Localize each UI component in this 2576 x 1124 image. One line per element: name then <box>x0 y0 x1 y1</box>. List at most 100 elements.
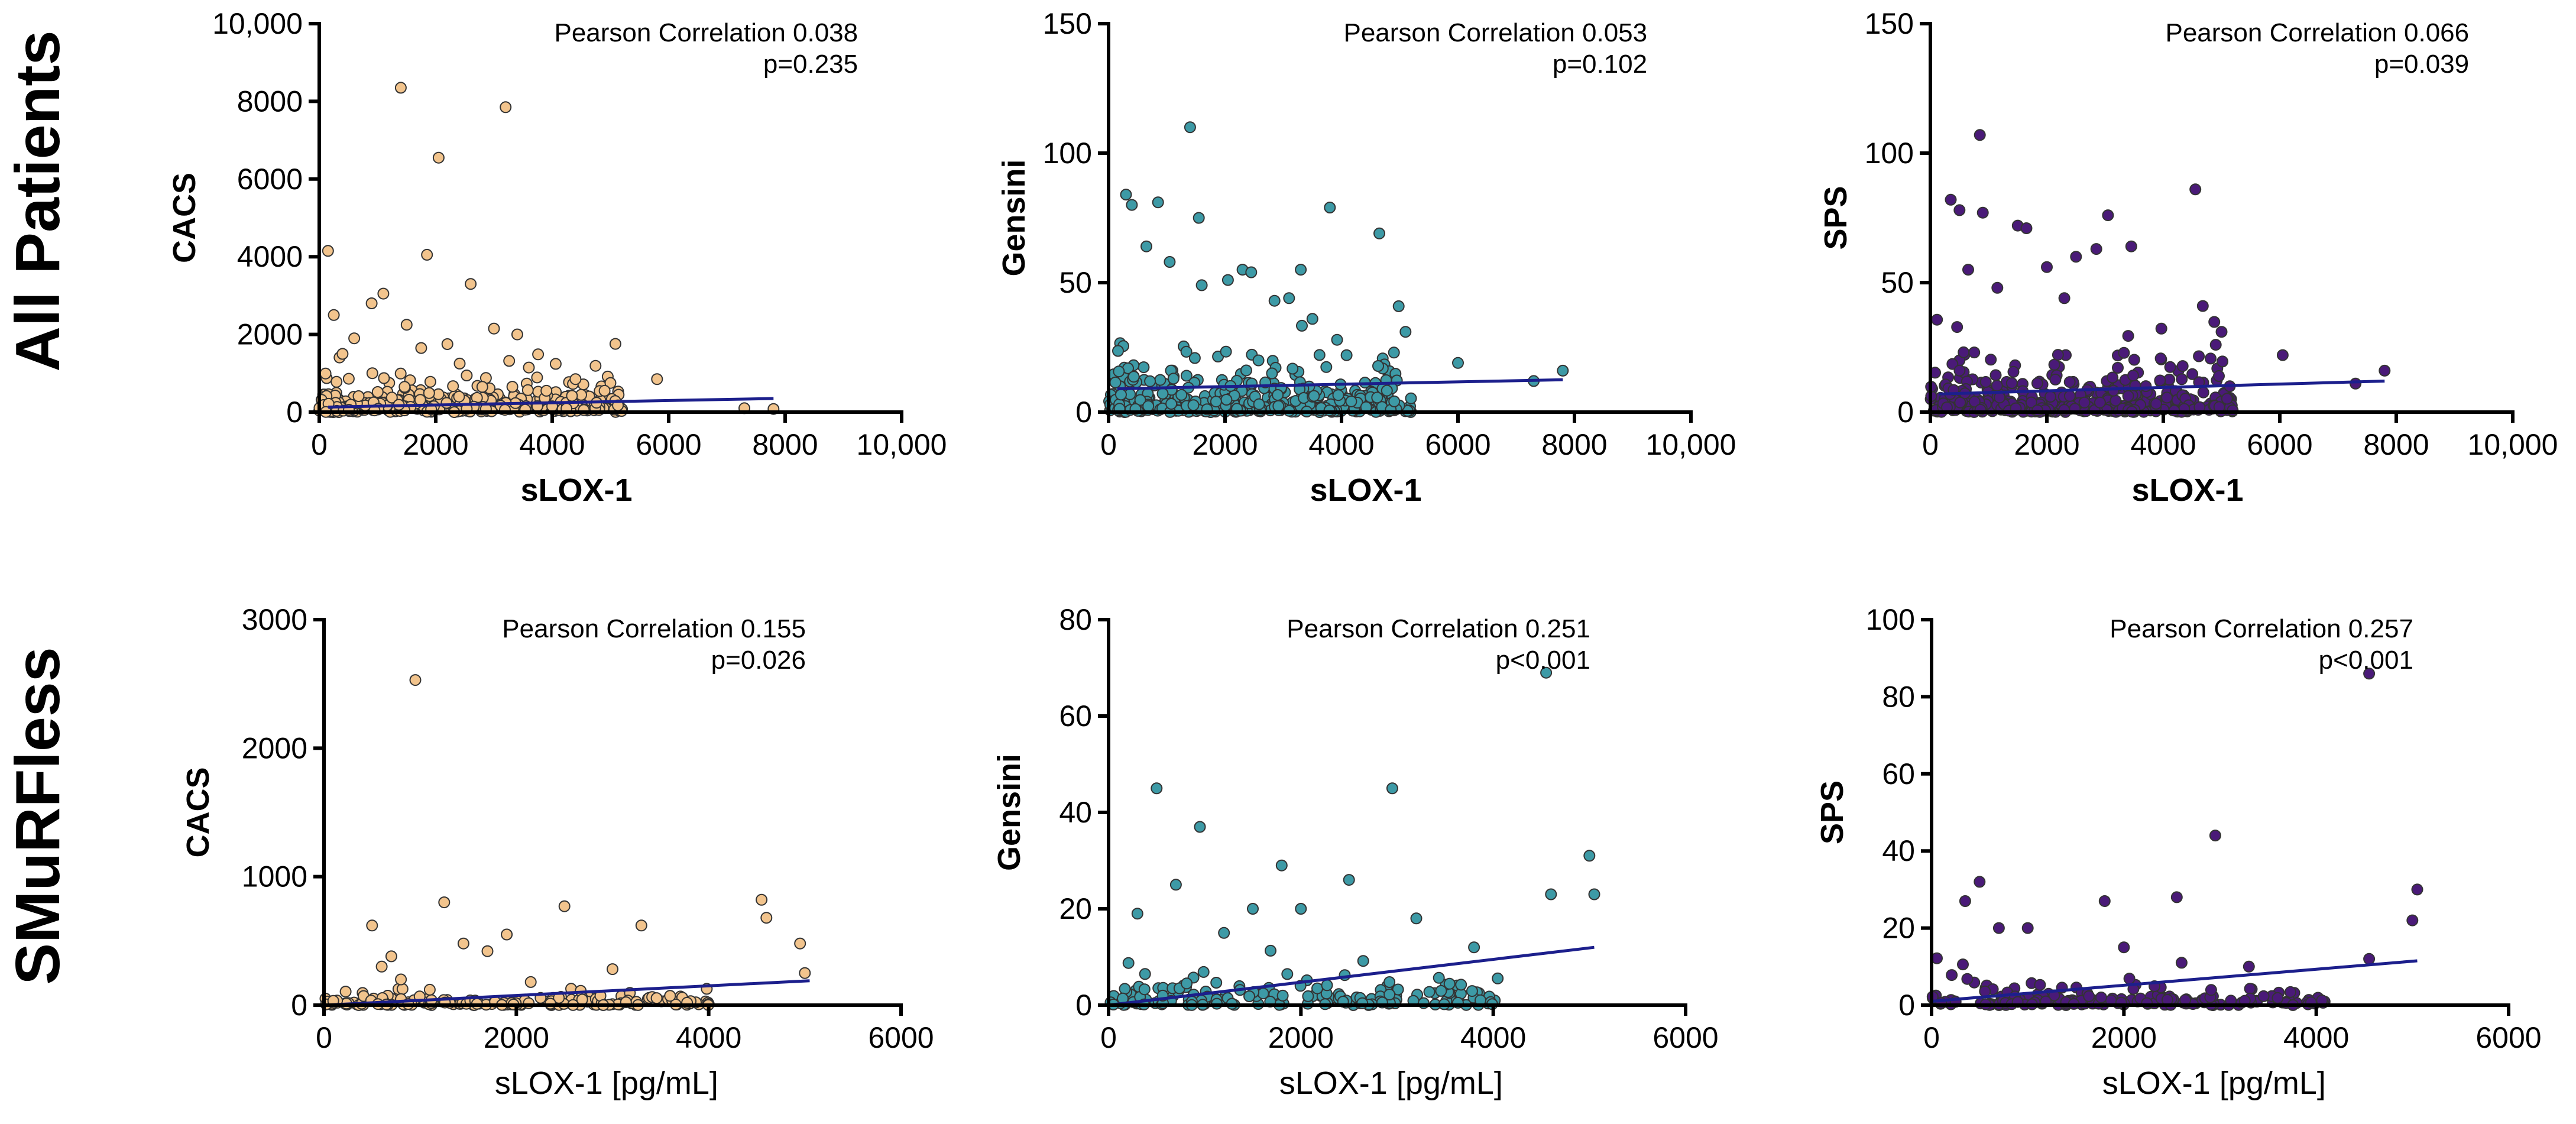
data-point <box>2164 361 2176 373</box>
data-point <box>2205 984 2217 996</box>
data-point <box>409 674 422 686</box>
data-point <box>1127 371 1140 383</box>
data-point <box>1423 986 1436 998</box>
data-point <box>1276 989 1289 1002</box>
y-tick-label: 100 <box>1865 137 1914 170</box>
data-point <box>465 278 477 290</box>
data-point <box>1120 189 1132 201</box>
x-tick-label: 4000 <box>2283 1021 2349 1054</box>
data-point <box>385 391 398 404</box>
data-point <box>1953 364 1966 377</box>
data-point <box>2095 992 2107 1003</box>
data-point <box>330 375 343 388</box>
data-point <box>1272 389 1284 401</box>
p-value-annotation: p=0.102 <box>1553 50 1647 79</box>
data-point <box>1989 369 2002 381</box>
data-point <box>1968 396 1981 408</box>
data-point <box>2058 292 2070 305</box>
data-point <box>1313 349 1326 361</box>
row-label-smurfless: SMuRFless <box>3 647 73 984</box>
x-tick-label: 0 <box>1922 428 1939 461</box>
data-point <box>2257 990 2270 1002</box>
data-point <box>1144 375 1156 387</box>
data-point <box>1331 333 1343 346</box>
data-point <box>2221 393 2233 405</box>
data-point <box>1134 394 1146 406</box>
data-point <box>2020 222 2033 234</box>
row-label-all-patients: All Patients <box>3 30 73 371</box>
data-point <box>1962 264 1974 276</box>
data-point <box>1308 390 1320 402</box>
data-point <box>2128 354 2140 366</box>
data-point <box>1131 908 1143 920</box>
y-tick-label: 80 <box>1059 603 1092 636</box>
data-points <box>1103 121 1569 418</box>
x-axis-label: sLOX-1 [pg/mL] <box>495 1065 718 1101</box>
data-point <box>540 384 553 397</box>
y-tick-label: 2000 <box>237 318 303 351</box>
data-point <box>441 338 453 350</box>
data-point <box>2205 352 2217 365</box>
panels: 0 2000 4000 6000 8000 10,00002000400060008000… <box>167 7 2558 1101</box>
data-point <box>2049 373 2062 386</box>
data-point <box>1386 782 1398 795</box>
data-points <box>1104 666 1600 1011</box>
data-point <box>1388 346 1400 359</box>
data-point <box>756 893 768 906</box>
data-point <box>2021 922 2034 934</box>
data-point <box>1945 193 1957 206</box>
y-tick-label: 4000 <box>237 240 303 273</box>
x-tick-label: 6000 <box>2247 428 2312 461</box>
data-point <box>2083 990 2095 1002</box>
data-point <box>1540 666 1553 679</box>
x-tick-label: 4000 <box>1460 1021 1526 1054</box>
data-point <box>1345 395 1357 407</box>
y-tick-label: 10,000 <box>212 7 303 40</box>
data-point <box>511 328 523 341</box>
data-point <box>339 986 352 998</box>
data-point <box>500 101 512 114</box>
data-point <box>524 976 537 988</box>
data-point <box>2127 370 2139 382</box>
data-point <box>457 937 469 950</box>
data-point <box>2118 941 2130 954</box>
data-point <box>1371 391 1383 404</box>
data-point <box>476 381 488 393</box>
data-point <box>1991 281 2004 294</box>
data-point <box>1343 874 1355 886</box>
data-point <box>1187 399 1200 412</box>
data-point <box>1958 346 1970 358</box>
x-tick-label: 4000 <box>519 428 585 461</box>
data-point <box>2107 384 2120 397</box>
data-point <box>1946 358 1959 370</box>
y-tick-label: 100 <box>1866 603 1915 636</box>
data-points <box>1924 129 2391 418</box>
data-point <box>2123 973 2136 985</box>
data-point <box>501 928 513 941</box>
correlation-annotation: Pearson Correlation 0.066 <box>2165 18 2469 47</box>
data-point <box>328 309 340 321</box>
p-value-annotation: p<0.001 <box>1496 646 1590 675</box>
data-point <box>609 338 621 350</box>
x-tick-label: 4000 <box>676 1021 741 1054</box>
chart-panel-2: 0 2000 4000 6000 8000 10,000 0 50 100 150 sLOX-1 Ge… <box>996 7 1736 508</box>
x-tick-label: 6000 <box>636 428 701 461</box>
data-point <box>2244 983 2256 995</box>
data-point <box>1383 989 1396 1000</box>
data-point <box>2155 322 2167 335</box>
data-point <box>2102 209 2114 222</box>
data-point <box>385 950 397 963</box>
data-point <box>1545 888 1557 901</box>
data-point <box>1373 227 1385 239</box>
data-point <box>1164 256 1176 268</box>
data-point <box>576 993 588 1006</box>
data-point <box>1388 395 1401 407</box>
data-point <box>1154 374 1167 386</box>
data-point <box>400 319 413 331</box>
data-point <box>1272 400 1285 412</box>
y-axis-label: Gensini <box>991 754 1027 871</box>
data-point <box>1180 370 1193 382</box>
x-tick-label: 10,000 <box>1646 428 1736 461</box>
data-point <box>1220 345 1232 358</box>
